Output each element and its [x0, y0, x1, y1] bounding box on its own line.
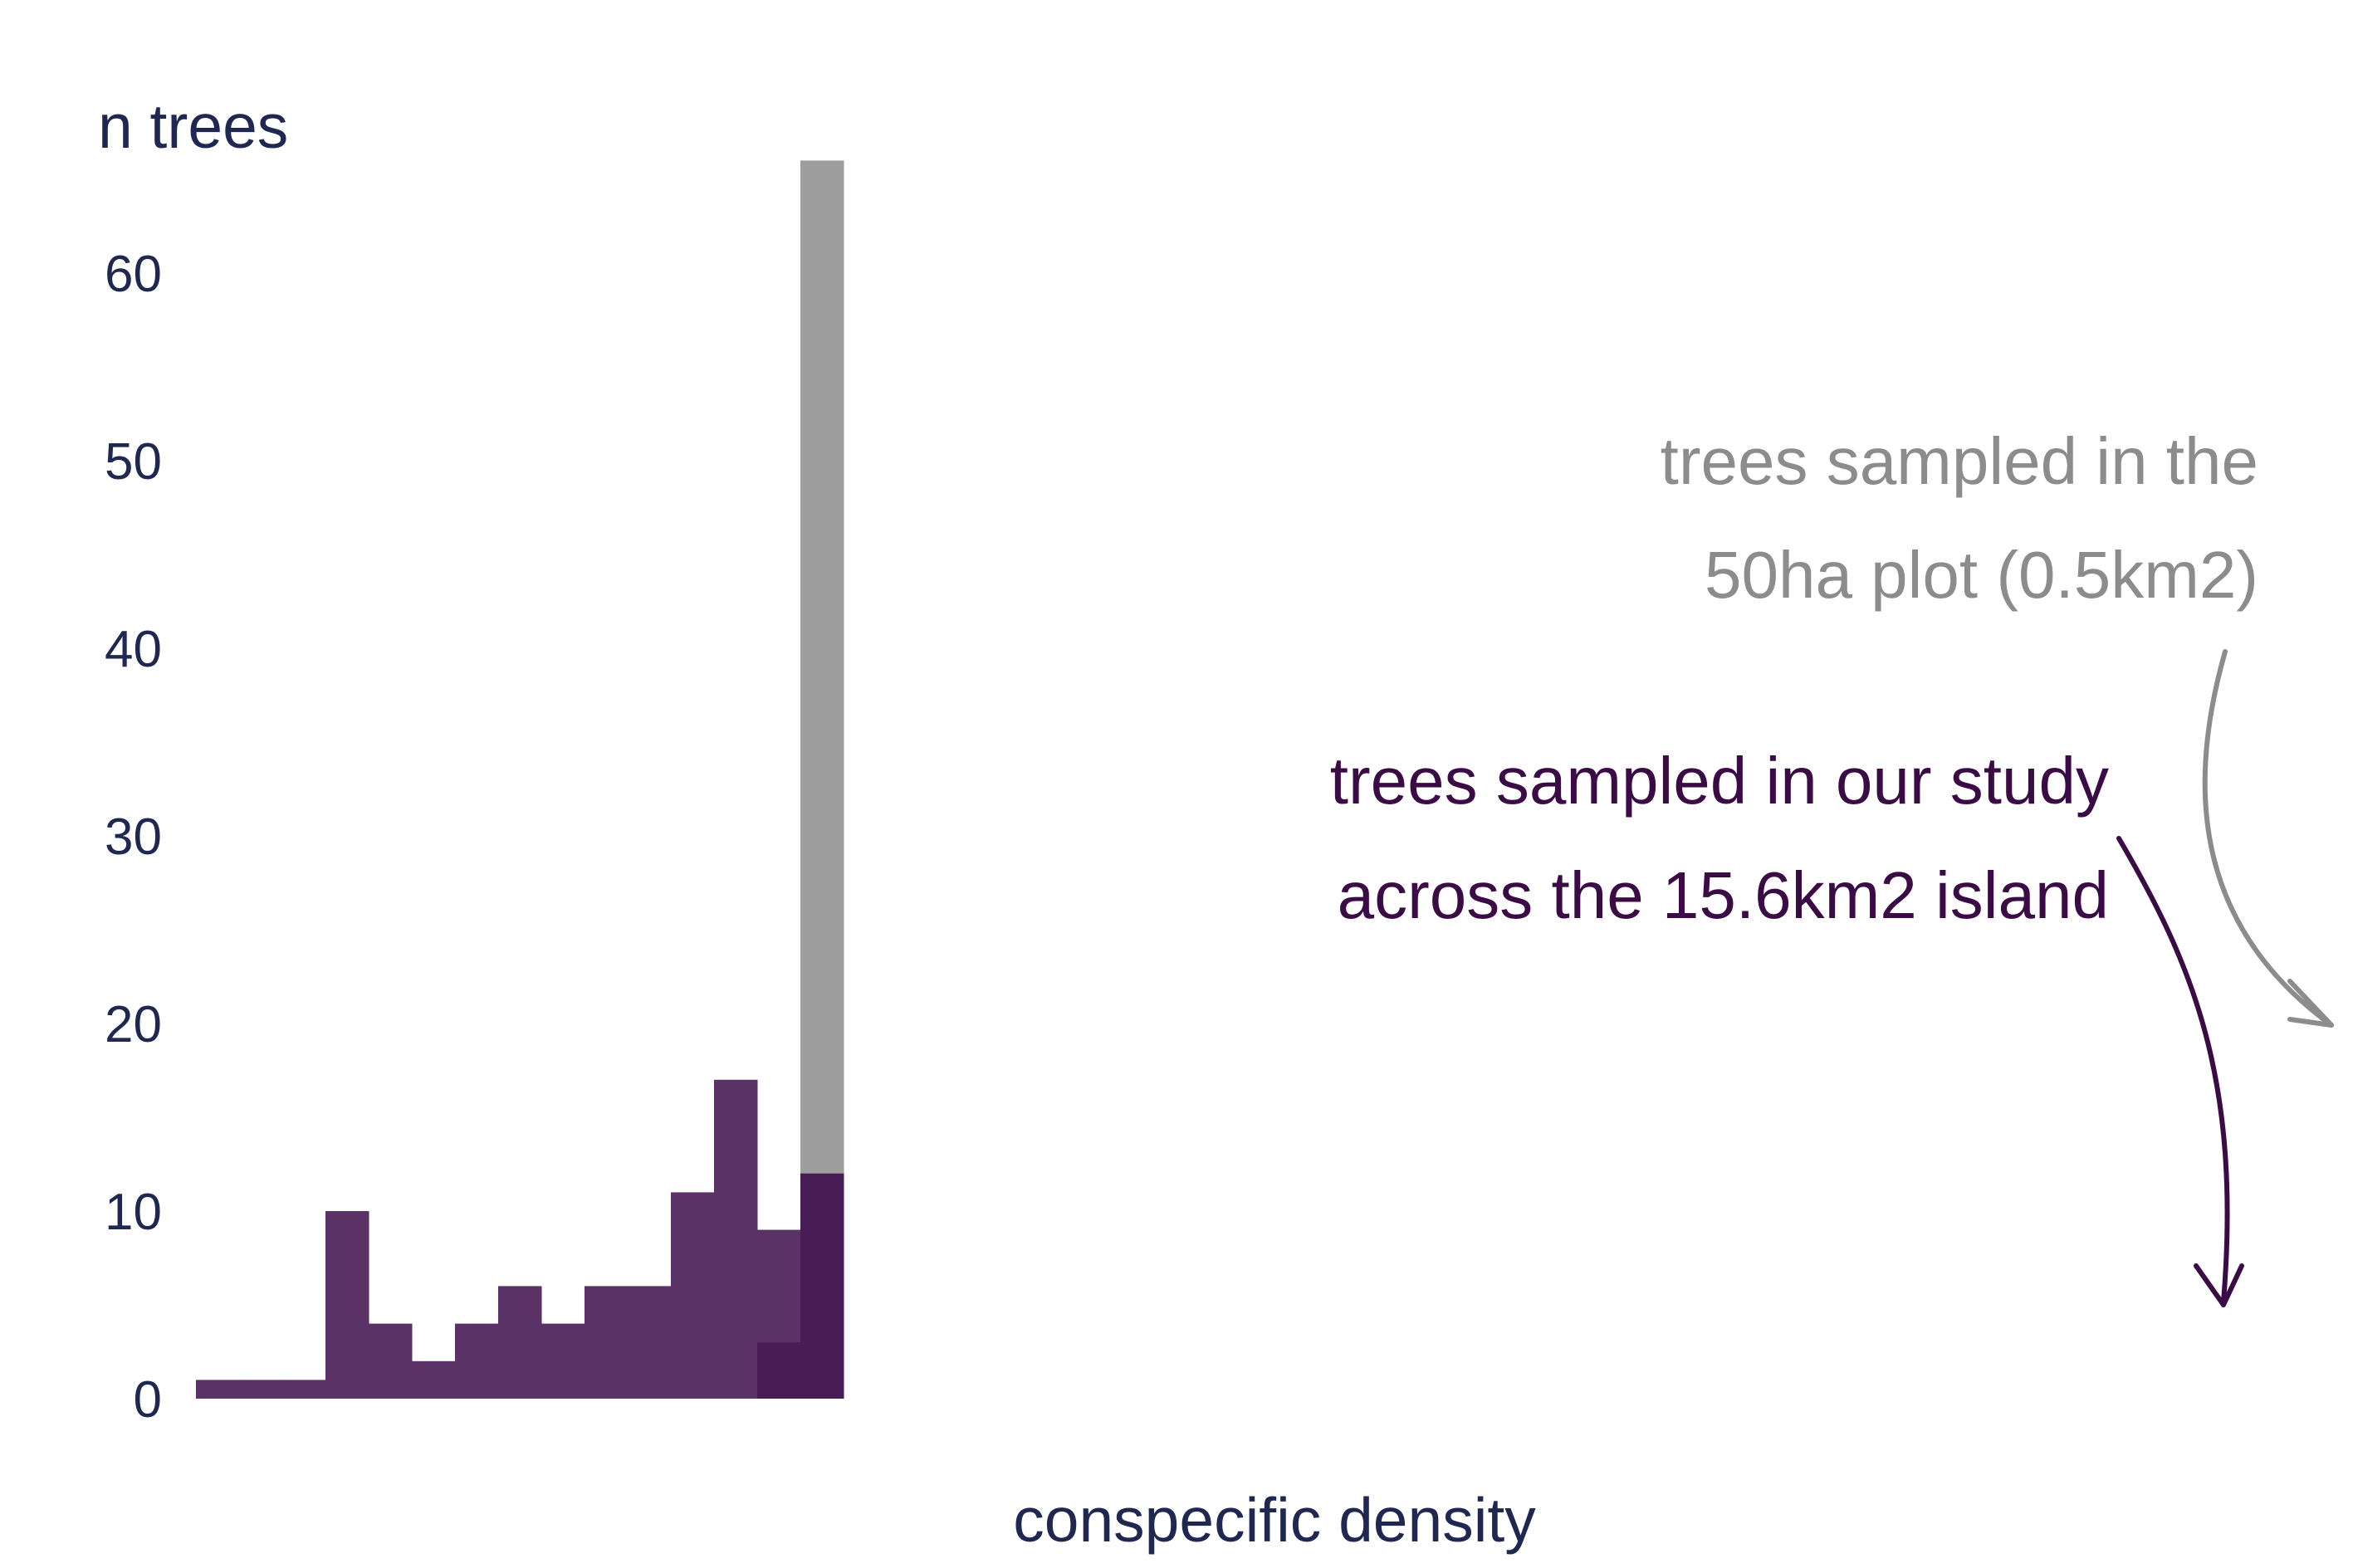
arrow-plot50ha-head — [2287, 979, 2334, 1028]
bar-study-bin-11 — [628, 1286, 672, 1399]
y-axis: 0 10 20 30 40 50 60 — [105, 246, 162, 1429]
arrow-study — [2116, 836, 2244, 1307]
bar-overlap-bin-14 — [757, 1342, 801, 1399]
annotation-plot50ha-line-1: trees sampled in the — [1661, 424, 2258, 498]
annotation-study: trees sampled in our study across the 15… — [1330, 744, 2109, 932]
annotation-study-line-2: across the 15.6km2 island — [1338, 858, 2109, 932]
bar-study-bin-9 — [541, 1323, 585, 1399]
bar-study-bin-1 — [196, 1380, 240, 1399]
bars-layer — [196, 160, 844, 1399]
x-axis-label: conspecific density — [1013, 1485, 1536, 1555]
bar-study-bin-8 — [498, 1286, 542, 1399]
y-tick-label: 10 — [105, 1184, 162, 1241]
y-tick-label: 40 — [105, 621, 162, 678]
arrow-study-head — [2194, 1263, 2244, 1307]
bar-overlap-bin-15 — [800, 1173, 844, 1399]
y-tick-label: 50 — [105, 433, 162, 491]
bar-study-bin-4 — [325, 1211, 369, 1399]
arrow-study-shaft — [2116, 836, 2230, 1304]
annotation-plot50ha-line-2: 50ha plot (0.5km2) — [1705, 538, 2258, 612]
y-tick-label: 20 — [105, 996, 162, 1053]
y-axis-label: n trees — [98, 91, 288, 161]
bar-study-bin-10 — [585, 1286, 629, 1399]
bar-study-bin-12 — [671, 1192, 715, 1399]
bar-study-bin-3 — [282, 1380, 326, 1399]
y-tick-label: 30 — [105, 808, 162, 866]
arrow-plot50ha-shaft — [2202, 649, 2334, 1028]
y-tick-label: 60 — [105, 246, 162, 303]
bar-study-bin-5 — [369, 1323, 413, 1399]
arrow-plot50ha — [2202, 649, 2334, 1028]
annotation-plot50ha: trees sampled in the 50ha plot (0.5km2) — [1661, 424, 2258, 612]
y-tick-label: 0 — [134, 1371, 162, 1429]
bar-study-bin-6 — [412, 1360, 456, 1399]
bar-study-bin-2 — [239, 1380, 283, 1399]
bar-study-bin-7 — [455, 1323, 499, 1399]
bar-study-bin-13 — [714, 1079, 758, 1399]
annotation-study-line-1: trees sampled in our study — [1330, 744, 2109, 818]
